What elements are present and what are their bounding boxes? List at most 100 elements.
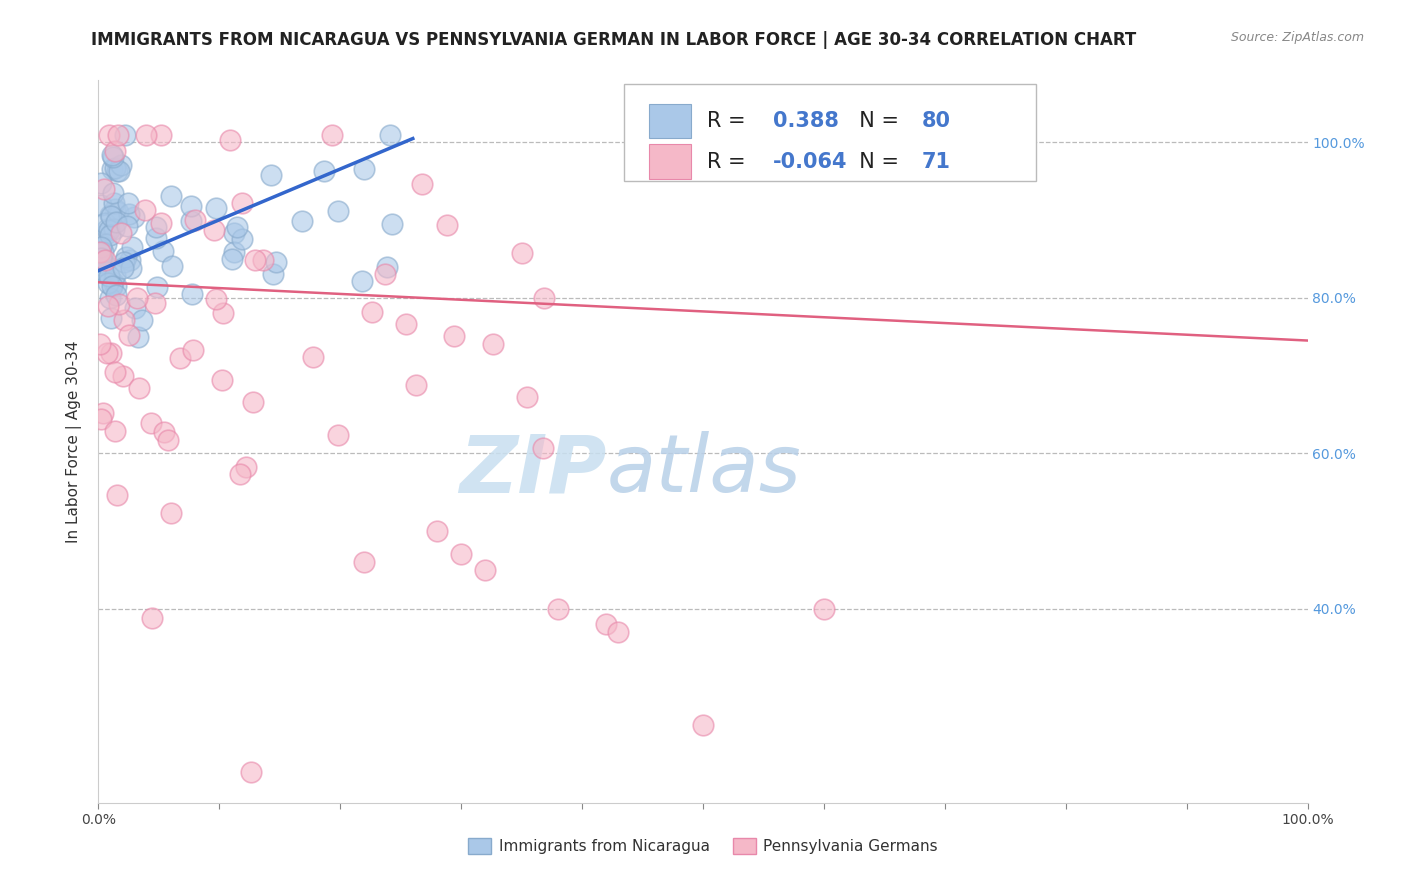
Point — [128, 381, 150, 395]
Point — [153, 425, 176, 440]
Point — [221, 252, 243, 266]
Text: R =: R = — [707, 112, 752, 131]
Point — [211, 373, 233, 387]
Bar — [648, 145, 690, 179]
Point — [184, 213, 207, 227]
Point — [302, 351, 325, 365]
Point — [211, 306, 233, 320]
Point — [111, 261, 134, 276]
Point — [104, 145, 127, 159]
Point — [235, 460, 257, 475]
Point — [101, 161, 124, 176]
Point — [90, 251, 112, 265]
Point — [110, 226, 132, 240]
Point — [353, 555, 375, 569]
Point — [328, 203, 350, 218]
Point — [90, 258, 112, 272]
Point — [312, 163, 335, 178]
Point — [101, 148, 124, 162]
Point — [205, 292, 228, 306]
Point — [112, 369, 135, 384]
Point — [134, 128, 156, 142]
Point — [118, 253, 141, 268]
Point — [134, 202, 156, 217]
Point — [378, 128, 401, 142]
Point — [361, 304, 384, 318]
Point — [97, 269, 120, 284]
Point — [114, 128, 136, 142]
Text: -0.064: -0.064 — [773, 152, 848, 172]
Point — [426, 524, 449, 538]
Point — [104, 202, 127, 217]
Point — [328, 427, 350, 442]
Point — [222, 226, 245, 240]
Point — [181, 343, 204, 358]
Text: Source: ZipAtlas.com: Source: ZipAtlas.com — [1230, 31, 1364, 45]
Point — [219, 133, 242, 147]
Point — [90, 412, 112, 426]
Text: ZIP: ZIP — [458, 432, 606, 509]
Point — [115, 219, 138, 233]
Point — [90, 176, 112, 190]
Text: atlas: atlas — [606, 432, 801, 509]
Point — [98, 128, 121, 142]
Point — [122, 211, 145, 225]
Point — [118, 328, 141, 343]
Point — [204, 201, 226, 215]
Point — [531, 442, 554, 456]
Point — [105, 288, 128, 302]
Point — [141, 416, 163, 430]
Point — [149, 216, 172, 230]
Point — [112, 255, 135, 269]
Point — [229, 467, 252, 482]
Point — [474, 563, 496, 577]
Point — [91, 406, 114, 420]
Point — [93, 181, 115, 195]
Point — [107, 488, 129, 502]
Point — [231, 196, 253, 211]
Point — [377, 260, 399, 274]
Point — [160, 259, 183, 273]
Point — [394, 317, 416, 331]
Point — [89, 337, 111, 351]
Point — [533, 292, 555, 306]
Point — [443, 329, 465, 343]
Point — [252, 252, 274, 267]
Point — [262, 267, 284, 281]
Point — [93, 256, 115, 270]
Point — [96, 236, 118, 251]
Point — [245, 252, 267, 267]
Point — [381, 217, 404, 231]
Point — [89, 244, 111, 259]
Point — [352, 274, 374, 288]
Point — [374, 267, 396, 281]
Point — [118, 207, 141, 221]
Point — [98, 291, 121, 305]
Point — [813, 601, 835, 615]
Point — [101, 275, 124, 289]
Point — [98, 227, 121, 242]
Point — [595, 617, 617, 632]
Legend: Immigrants from Nicaragua, Pennsylvania Germans: Immigrants from Nicaragua, Pennsylvania … — [463, 832, 943, 860]
Point — [125, 291, 148, 305]
Point — [157, 434, 180, 448]
Point — [202, 223, 225, 237]
Point — [222, 245, 245, 260]
Point — [105, 215, 128, 229]
Y-axis label: In Labor Force | Age 30-34: In Labor Force | Age 30-34 — [66, 340, 83, 543]
Point — [104, 424, 127, 438]
Point — [240, 764, 263, 779]
Point — [108, 163, 131, 178]
Point — [120, 260, 142, 275]
Point — [91, 244, 114, 259]
Point — [547, 601, 569, 615]
Point — [98, 223, 121, 237]
Point — [450, 547, 472, 561]
Point — [103, 195, 125, 210]
Point — [105, 278, 128, 293]
Point — [100, 310, 122, 325]
Point — [231, 232, 253, 246]
Point — [482, 337, 505, 351]
Point — [107, 128, 129, 142]
Point — [692, 718, 714, 732]
